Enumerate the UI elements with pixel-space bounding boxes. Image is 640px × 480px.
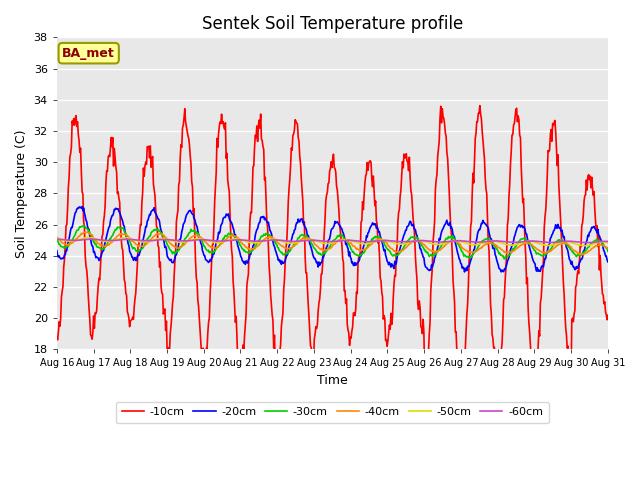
-40cm xyxy=(205,242,213,248)
-30cm xyxy=(120,228,128,234)
-40cm xyxy=(63,242,70,248)
-60cm xyxy=(400,239,408,245)
-40cm xyxy=(177,244,184,250)
-10cm xyxy=(415,298,423,304)
-10cm xyxy=(175,179,183,184)
-30cm xyxy=(63,242,70,248)
-60cm xyxy=(177,238,184,244)
-10cm xyxy=(476,103,484,108)
Line: -30cm: -30cm xyxy=(57,226,608,259)
Line: -40cm: -40cm xyxy=(57,232,608,254)
Y-axis label: Soil Temperature (C): Soil Temperature (C) xyxy=(15,129,28,258)
-10cm xyxy=(493,388,501,394)
-40cm xyxy=(416,239,424,244)
-30cm xyxy=(604,248,612,254)
-50cm xyxy=(604,240,612,246)
-30cm xyxy=(500,256,508,262)
-30cm xyxy=(416,240,424,246)
-50cm xyxy=(63,238,70,244)
-50cm xyxy=(120,235,128,241)
-50cm xyxy=(400,241,408,247)
Line: -20cm: -20cm xyxy=(57,206,608,272)
-30cm xyxy=(400,244,408,250)
-50cm xyxy=(53,235,61,241)
-20cm xyxy=(120,223,128,229)
-30cm xyxy=(53,237,61,242)
-20cm xyxy=(78,204,86,209)
-20cm xyxy=(416,246,424,252)
Text: BA_met: BA_met xyxy=(62,47,115,60)
-30cm xyxy=(80,223,88,228)
-20cm xyxy=(53,248,61,253)
Line: -60cm: -60cm xyxy=(57,239,608,243)
-60cm xyxy=(53,236,61,242)
-20cm xyxy=(177,237,184,243)
Line: -10cm: -10cm xyxy=(57,106,608,391)
-60cm xyxy=(583,240,591,246)
-10cm xyxy=(120,262,127,267)
-10cm xyxy=(604,312,612,318)
-20cm xyxy=(63,248,70,253)
Line: -50cm: -50cm xyxy=(57,238,608,246)
-40cm xyxy=(84,229,92,235)
-50cm xyxy=(582,243,589,249)
-40cm xyxy=(120,231,128,237)
-30cm xyxy=(177,244,184,250)
-30cm xyxy=(205,250,213,255)
-10cm xyxy=(205,320,212,325)
-50cm xyxy=(416,238,424,243)
-60cm xyxy=(120,237,128,242)
-20cm xyxy=(205,259,213,264)
-60cm xyxy=(205,237,213,243)
-60cm xyxy=(63,237,70,243)
X-axis label: Time: Time xyxy=(317,374,348,387)
-50cm xyxy=(177,240,184,245)
-40cm xyxy=(53,234,61,240)
-50cm xyxy=(205,238,213,244)
-20cm xyxy=(604,259,612,264)
-40cm xyxy=(604,245,612,251)
Title: Sentek Soil Temperature profile: Sentek Soil Temperature profile xyxy=(202,15,463,33)
-10cm xyxy=(399,165,407,171)
-10cm xyxy=(63,222,70,228)
-20cm xyxy=(461,269,468,275)
-40cm xyxy=(578,252,586,257)
-50cm xyxy=(84,235,92,240)
-60cm xyxy=(416,238,424,243)
-60cm xyxy=(604,239,612,244)
-10cm xyxy=(53,334,61,340)
-40cm xyxy=(400,246,408,252)
-60cm xyxy=(88,236,96,242)
-20cm xyxy=(400,232,408,238)
Legend: -10cm, -20cm, -30cm, -40cm, -50cm, -60cm: -10cm, -20cm, -30cm, -40cm, -50cm, -60cm xyxy=(116,402,548,423)
